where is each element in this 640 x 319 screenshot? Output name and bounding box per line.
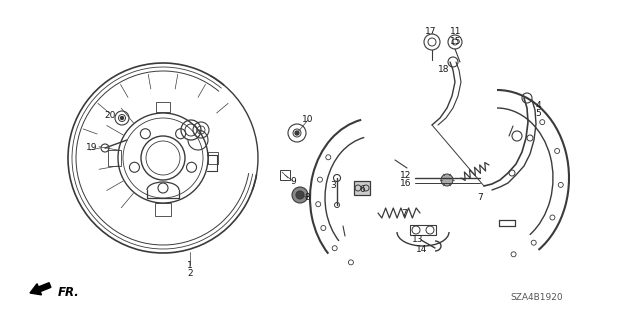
Text: 10: 10 — [302, 115, 314, 124]
Text: 18: 18 — [438, 65, 450, 75]
Text: 1: 1 — [187, 261, 193, 270]
Text: 15: 15 — [451, 36, 461, 46]
Text: 11: 11 — [451, 27, 461, 36]
Text: 16: 16 — [400, 180, 412, 189]
Text: FR.: FR. — [58, 286, 80, 300]
Text: 5: 5 — [535, 109, 541, 118]
Text: 14: 14 — [416, 246, 428, 255]
Text: 4: 4 — [535, 101, 541, 110]
Text: 2: 2 — [187, 269, 193, 278]
Text: 13: 13 — [412, 234, 424, 243]
Circle shape — [120, 116, 124, 120]
Bar — [410, 225, 436, 235]
Text: 7: 7 — [401, 210, 407, 219]
Text: 6: 6 — [359, 184, 365, 194]
Text: 12: 12 — [400, 170, 412, 180]
Circle shape — [295, 131, 299, 135]
Text: 9: 9 — [290, 176, 296, 186]
Text: 19: 19 — [86, 144, 98, 152]
Text: SZA4B1920: SZA4B1920 — [510, 293, 563, 302]
Circle shape — [292, 187, 308, 203]
Circle shape — [441, 174, 453, 186]
Text: 7: 7 — [477, 192, 483, 202]
Text: 3: 3 — [330, 182, 336, 190]
Bar — [280, 170, 290, 180]
FancyArrow shape — [30, 283, 51, 295]
Text: 8: 8 — [304, 192, 310, 202]
Text: 17: 17 — [425, 27, 436, 36]
Bar — [354, 181, 370, 195]
Circle shape — [296, 191, 304, 199]
Text: 20: 20 — [104, 110, 116, 120]
